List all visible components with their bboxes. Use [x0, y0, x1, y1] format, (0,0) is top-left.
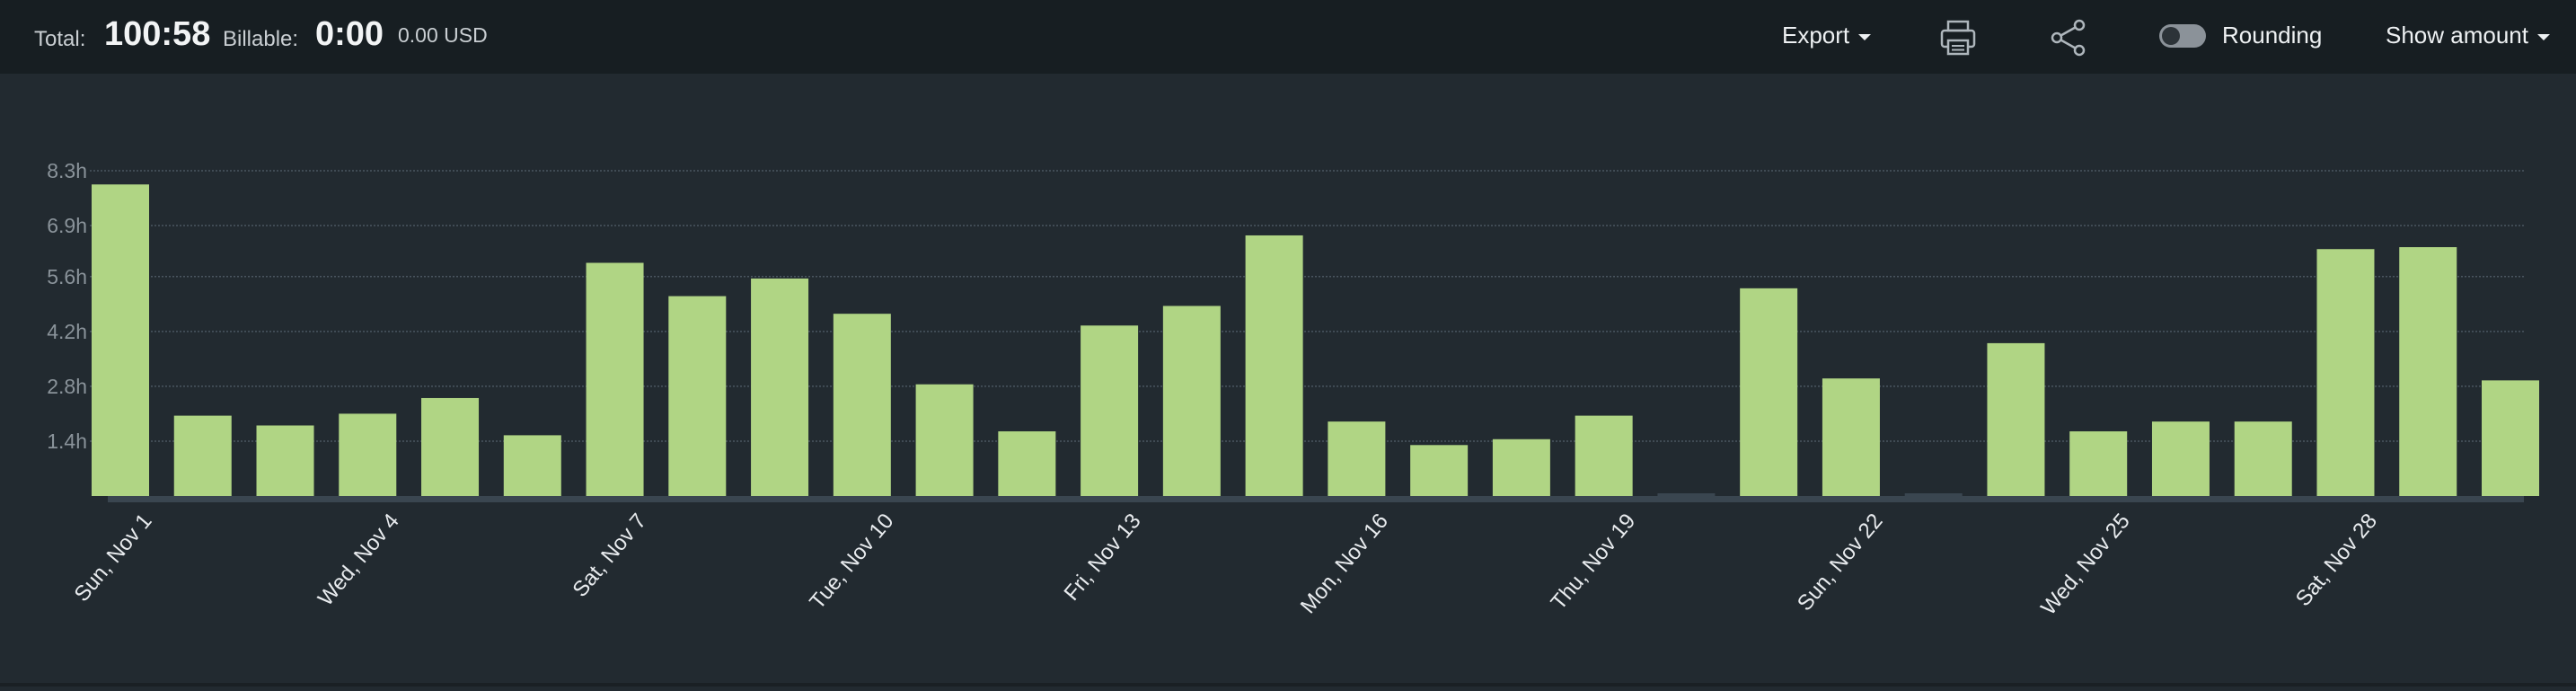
bar [2399, 247, 2457, 496]
billable-label: Billable: [223, 27, 299, 51]
bar [2316, 249, 2375, 496]
y-tick-label: 2.8h [47, 375, 87, 398]
total-label: Total: [34, 27, 86, 51]
x-axis-line [108, 496, 2524, 502]
x-tick-label: Sat, Nov 28 [2291, 509, 2382, 611]
bar [92, 184, 149, 496]
report-toolbar: Total: 100:58 Billable: 0:00 0.00 USD Ex… [0, 0, 2576, 74]
bar [998, 431, 1056, 496]
show-amount-dropdown[interactable]: Show amount [2386, 22, 2550, 49]
billable-amount: 0.00 USD [398, 23, 488, 47]
y-tick-label: 4.2h [47, 320, 87, 343]
bar [1410, 445, 1469, 496]
bar [586, 262, 644, 496]
bar [2151, 421, 2210, 496]
bar [833, 314, 891, 496]
bar [503, 435, 561, 496]
print-icon [1940, 20, 1976, 56]
bar [915, 384, 974, 496]
chevron-down-icon [1858, 33, 1872, 40]
x-tick-label: Wed, Nov 4 [313, 509, 404, 611]
y-axis-ticks: 1.4h 2.8h 4.2h 5.6h 6.9h 8.3h [47, 159, 87, 453]
bar [2482, 380, 2539, 496]
bar [1328, 421, 1386, 496]
bars [92, 184, 2539, 499]
bar [421, 397, 480, 496]
bar [751, 278, 809, 496]
chevron-down-icon [2536, 33, 2550, 40]
bar [2069, 431, 2128, 496]
share-button[interactable] [2047, 16, 2090, 59]
x-tick-label: Mon, Nov 16 [1296, 509, 1393, 619]
x-tick-label: Sat, Nov 7 [568, 509, 651, 602]
print-button[interactable] [1936, 16, 1980, 59]
bar [1492, 439, 1550, 496]
rounding-label: Rounding [2222, 22, 2323, 49]
billable-value: 0:00 [315, 15, 384, 53]
bar [339, 413, 397, 496]
total-value: 100:58 [104, 15, 211, 53]
y-tick-label: 6.9h [47, 214, 87, 237]
bar [1987, 342, 2045, 496]
x-tick-label: Sun, Nov 1 [70, 509, 157, 607]
x-tick-label: Wed, Nov 25 [2036, 509, 2135, 620]
bar-chart-area: 1.4h 2.8h 4.2h 5.6h 6.9h 8.3h Sun, Nov 1 Wed, … [0, 74, 2576, 687]
x-tick-label: Thu, Nov 19 [1547, 509, 1641, 616]
toggle-knob [2162, 27, 2180, 45]
bar [173, 415, 232, 496]
show-amount-label: Show amount [2386, 22, 2528, 49]
bar [668, 296, 727, 496]
bar [2234, 421, 2292, 496]
rounding-toggle[interactable] [2159, 24, 2206, 48]
bar [1740, 288, 1798, 496]
export-dropdown[interactable]: Export [1782, 22, 1872, 49]
share-icon [2051, 19, 2086, 57]
bar [1162, 306, 1221, 496]
y-tick-label: 1.4h [47, 430, 87, 453]
y-tick-label: 5.6h [47, 265, 87, 288]
bar [1245, 235, 1303, 496]
export-label: Export [1782, 22, 1850, 49]
daily-hours-bar-chart: 1.4h 2.8h 4.2h 5.6h 6.9h 8.3h Sun, Nov 1 Wed, … [47, 159, 2539, 620]
x-tick-label: Tue, Nov 10 [805, 509, 898, 615]
bar [1822, 378, 1880, 496]
x-tick-label: Sun, Nov 22 [1793, 509, 1888, 616]
y-tick-label: 8.3h [47, 159, 87, 182]
bar [1081, 325, 1139, 496]
x-axis [108, 496, 2524, 502]
bottom-border [0, 683, 2576, 687]
bar [256, 425, 314, 496]
x-axis-ticks: Sun, Nov 1 Wed, Nov 4 Sat, Nov 7 Tue, Nov 1… [70, 509, 2382, 620]
x-tick-label: Fri, Nov 13 [1060, 509, 1146, 606]
bar [1575, 415, 1633, 496]
